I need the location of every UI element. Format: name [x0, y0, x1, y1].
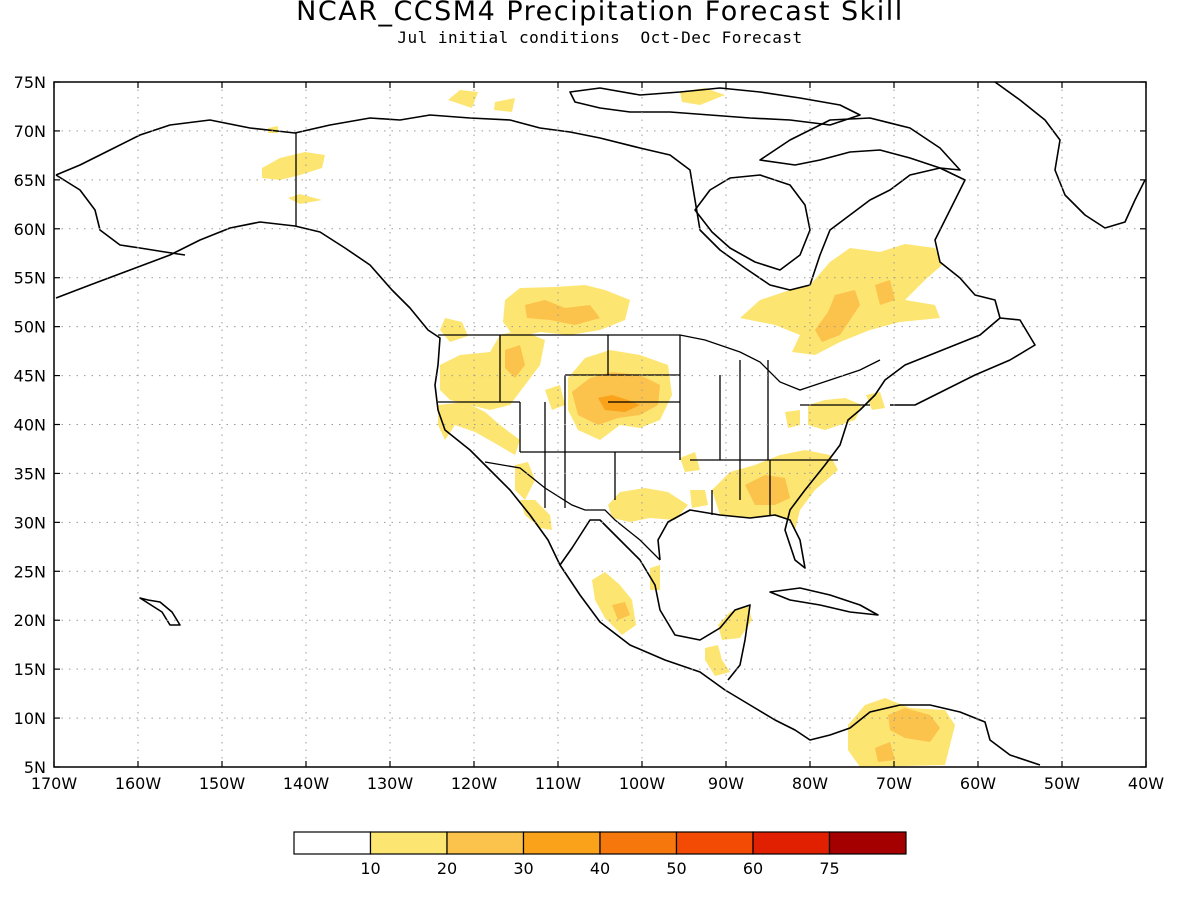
skill-patch — [440, 330, 545, 410]
axis-ticks — [53, 81, 1147, 768]
coastline-north-america — [55, 221, 1041, 766]
skill-patch — [875, 280, 895, 305]
skill-patch — [440, 318, 468, 342]
lon-label: 90W — [708, 774, 744, 793]
skill-patch — [680, 452, 700, 472]
border-us-mexico — [484, 461, 661, 561]
lon-label: 120W — [451, 774, 498, 793]
skill-patch — [866, 392, 885, 410]
skill-patch — [520, 500, 552, 530]
skill-patch — [808, 398, 862, 430]
coastline-canada — [55, 114, 1001, 319]
lon-label: 50W — [1044, 774, 1080, 793]
skill-patch — [745, 475, 790, 505]
lat-label: 5N — [24, 758, 46, 777]
lat-label: 35N — [14, 464, 46, 483]
colorbar-swatch — [446, 831, 525, 855]
skill-patch — [505, 345, 525, 378]
lon-label: 160W — [115, 774, 162, 793]
skill-patch — [680, 88, 725, 105]
coastline-alaska-west — [55, 174, 186, 256]
skill-patch — [438, 402, 520, 455]
skill-patch — [545, 385, 565, 410]
coastline-hudson-bay — [694, 174, 811, 271]
coastline-greenland — [994, 82, 1146, 229]
colorbar-label: 30 — [513, 859, 533, 878]
lon-label: 80W — [792, 774, 828, 793]
lat-label: 60N — [14, 220, 46, 239]
skill-patch — [262, 152, 325, 180]
colorbar-swatch — [752, 831, 831, 855]
skill-patch — [598, 395, 640, 412]
skill-patch — [288, 194, 322, 204]
colorbar-label: 20 — [437, 859, 457, 878]
lat-label: 30N — [14, 513, 46, 532]
map-subtitle: Jul initial conditions Oct-Dec Forecast — [397, 28, 803, 47]
skill-patch — [650, 565, 660, 590]
coastline-gulf-north — [657, 317, 1036, 569]
colorbar-label: 60 — [743, 859, 763, 878]
skill-patch — [494, 98, 515, 112]
lat-label: 70N — [14, 122, 46, 141]
lat-label: 15N — [14, 660, 46, 679]
coastline-cuba — [769, 587, 879, 616]
lon-label: 100W — [619, 774, 666, 793]
skill-patch — [888, 708, 940, 742]
political-boundaries — [295, 132, 881, 561]
colorbar-swatch — [828, 831, 907, 855]
lon-label: 70W — [876, 774, 912, 793]
colorbar-label: 50 — [666, 859, 686, 878]
coastline-baffin — [759, 117, 961, 171]
map-gridlines — [54, 82, 1146, 767]
map-title: NCAR_CCSM4 Precipitation Forecast Skill — [296, 0, 904, 27]
longitude-labels: 170W 160W 150W 140W 130W 120W 110W 100W 90W 80W 70… — [31, 774, 1164, 793]
skill-patch — [608, 488, 688, 522]
lon-label: 150W — [199, 774, 246, 793]
lat-label: 20N — [14, 611, 46, 630]
skill-patch — [718, 605, 752, 640]
colorbar-label: 75 — [819, 859, 839, 878]
lat-label: 65N — [14, 171, 46, 190]
lon-label: 130W — [367, 774, 414, 793]
lon-label: 170W — [31, 774, 78, 793]
skill-patch — [525, 300, 600, 325]
colorbar-swatch — [522, 831, 601, 855]
skill-patch — [815, 290, 860, 342]
colorbar: 10 20 30 40 50 60 75 — [293, 831, 907, 878]
skill-patch — [612, 602, 630, 620]
lat-label: 40N — [14, 416, 46, 435]
lat-label: 50N — [14, 318, 46, 337]
colorbar-label: 40 — [590, 859, 610, 878]
state-lines — [438, 335, 870, 515]
skill-patch — [785, 410, 800, 428]
lat-label: 75N — [14, 73, 46, 92]
coastline-gulf — [559, 519, 751, 681]
lat-label: 45N — [14, 367, 46, 386]
colorbar-swatch — [675, 831, 754, 855]
lat-label: 25N — [14, 562, 46, 581]
colorbar-swatch — [369, 831, 448, 855]
coastline-arctic-islands — [569, 87, 861, 126]
lat-label: 10N — [14, 709, 46, 728]
lon-label: 110W — [535, 774, 582, 793]
lat-label: 55N — [14, 269, 46, 288]
border-us-canada — [438, 334, 881, 391]
skill-patch — [705, 645, 730, 676]
colorbar-swatch — [599, 831, 678, 855]
coastline-hawaii — [139, 597, 181, 626]
skill-patch — [515, 462, 535, 500]
colorbar-label: 10 — [360, 859, 380, 878]
coastlines — [55, 82, 1146, 766]
lon-label: 140W — [283, 774, 330, 793]
latitude-labels: 5N 10N 15N 20N 25N 30N 35N 40N 45N 50N 55N 60N 65N 70… — [14, 73, 46, 777]
skill-patch — [875, 742, 895, 762]
skill-patch — [592, 572, 636, 635]
skill-patch — [448, 90, 478, 108]
lon-label: 60W — [960, 774, 996, 793]
skill-shading — [262, 88, 955, 767]
lon-label: 40W — [1128, 774, 1164, 793]
skill-patch — [690, 490, 708, 508]
colorbar-swatch — [293, 831, 372, 855]
